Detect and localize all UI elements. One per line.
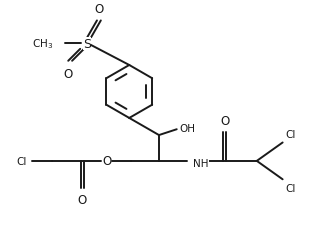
Text: S: S [83, 37, 91, 50]
Text: Cl: Cl [16, 156, 27, 166]
Text: CH$_3$: CH$_3$ [32, 37, 53, 51]
Text: OH: OH [179, 123, 195, 133]
Text: O: O [94, 3, 103, 16]
Text: O: O [63, 68, 73, 81]
Text: Cl: Cl [285, 183, 295, 193]
Text: O: O [102, 155, 111, 168]
Text: NH: NH [193, 159, 209, 169]
Text: O: O [78, 193, 87, 206]
Text: O: O [220, 115, 229, 128]
Text: Cl: Cl [285, 129, 295, 139]
